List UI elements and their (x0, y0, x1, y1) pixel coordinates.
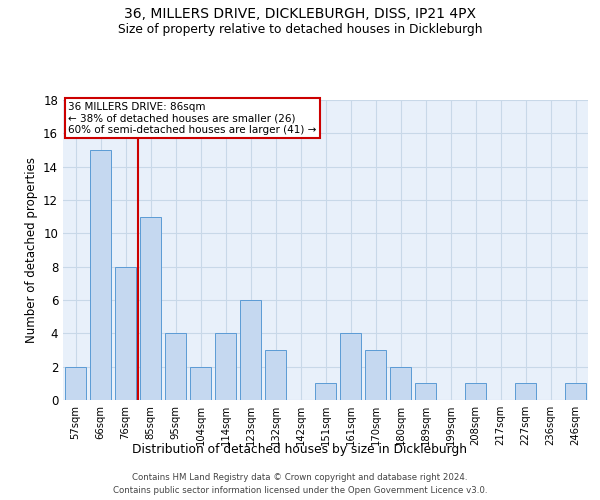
Bar (365, 350, 386, 400)
Bar (340, 334, 361, 400)
Bar (390, 366, 411, 400)
Text: 36, MILLERS DRIVE, DICKLEBURGH, DISS, IP21 4PX: 36, MILLERS DRIVE, DICKLEBURGH, DISS, IP… (124, 8, 476, 22)
Bar (240, 300, 261, 400)
Text: Size of property relative to detached houses in Dickleburgh: Size of property relative to detached ho… (118, 22, 482, 36)
Bar (115, 266, 136, 400)
Bar (265, 350, 286, 400)
Bar (140, 216, 161, 400)
Bar (565, 384, 586, 400)
Text: Contains public sector information licensed under the Open Government Licence v3: Contains public sector information licen… (113, 486, 487, 495)
Bar (165, 334, 186, 400)
Text: Distribution of detached houses by size in Dickleburgh: Distribution of detached houses by size … (133, 442, 467, 456)
Bar (315, 384, 336, 400)
Text: 36 MILLERS DRIVE: 86sqm
← 38% of detached houses are smaller (26)
60% of semi-de: 36 MILLERS DRIVE: 86sqm ← 38% of detache… (68, 102, 317, 134)
Text: Contains HM Land Registry data © Crown copyright and database right 2024.: Contains HM Land Registry data © Crown c… (132, 472, 468, 482)
Bar (90, 150, 111, 400)
Bar (65, 366, 86, 400)
Y-axis label: Number of detached properties: Number of detached properties (25, 157, 38, 343)
Bar (515, 384, 536, 400)
Bar (190, 366, 211, 400)
Bar (415, 384, 436, 400)
Bar (465, 384, 486, 400)
Bar (215, 334, 236, 400)
